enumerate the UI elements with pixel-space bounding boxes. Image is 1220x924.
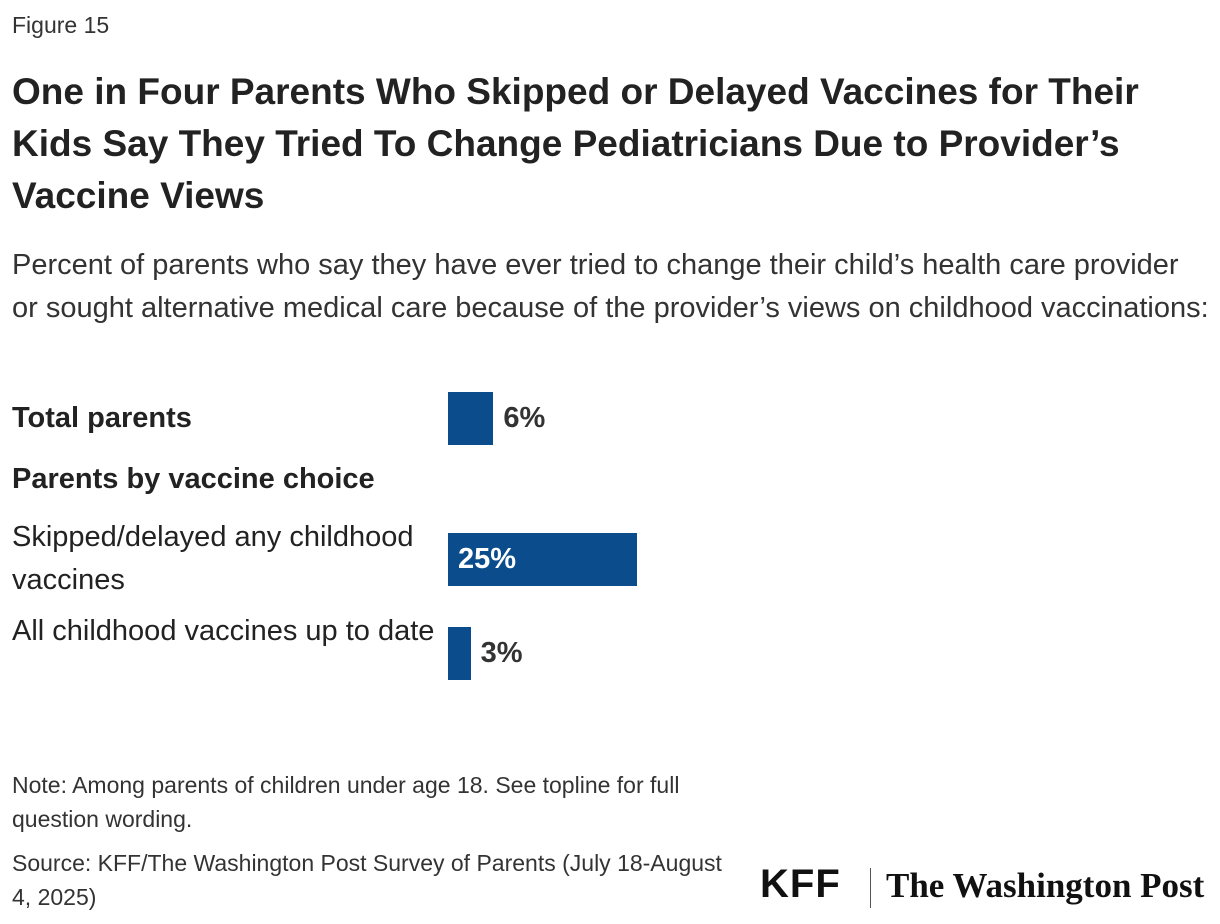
figure-label: Figure 15 xyxy=(12,12,110,38)
category-label: Skipped/delayed any childhood vaccines xyxy=(12,521,414,596)
chart-title: One in Four Parents Who Skipped or Delay… xyxy=(12,71,1139,216)
category-label: All childhood vaccines up to date xyxy=(12,615,435,647)
bar xyxy=(448,626,471,680)
category-label: Parents by vaccine choice xyxy=(12,463,375,495)
note: Note: Among parents of children under ag… xyxy=(12,772,680,832)
logo: KFF xyxy=(760,862,841,906)
source: Source: KFF/The Washington Post Survey o… xyxy=(12,850,722,910)
bar xyxy=(448,392,494,445)
logo-separator xyxy=(870,868,871,908)
bar xyxy=(448,532,637,586)
chart-subtitle: Percent of parents who say they have eve… xyxy=(12,249,1209,324)
category-label: Total parents xyxy=(12,402,192,434)
value-label: 6% xyxy=(503,402,546,434)
logo: The Washington Post xyxy=(886,866,1205,905)
value-label: 25% xyxy=(458,542,517,575)
value-label: 3% xyxy=(480,636,523,669)
